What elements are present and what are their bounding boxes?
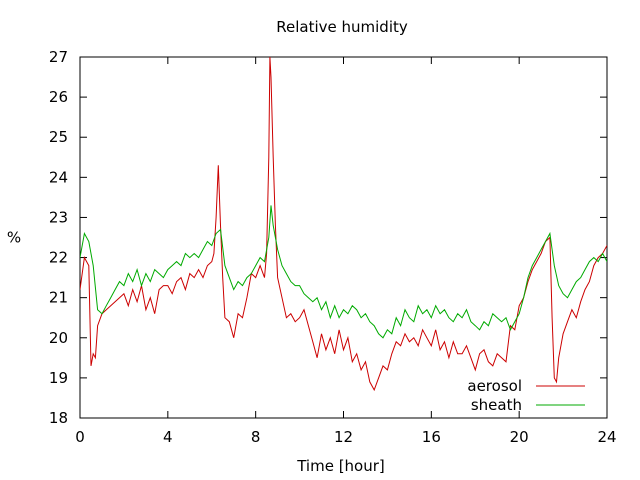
series-line-aerosol	[80, 57, 607, 392]
series-line-sheath	[80, 205, 607, 339]
series-layer	[80, 57, 607, 392]
y-tick-label: 23	[49, 208, 68, 226]
x-tick-label: 4	[163, 428, 173, 446]
plot-frame	[79, 56, 608, 419]
y-tick-label: 20	[49, 329, 68, 347]
x-tick-label: 0	[75, 428, 85, 446]
axis-ticks: 0 4 8 12 16 20 24 18 19 20 21 22 23 24 25 26 27	[49, 48, 617, 446]
y-tick-label: 18	[49, 409, 68, 427]
x-tick-label: 20	[510, 428, 529, 446]
legend-label-aerosol: aerosol	[467, 377, 522, 395]
y-tick-label: 19	[49, 369, 68, 387]
legend-label-sheath: sheath	[471, 396, 522, 414]
x-tick-label: 24	[597, 428, 616, 446]
x-tick-label: 12	[334, 428, 353, 446]
y-axis-label: %	[7, 229, 21, 247]
y-tick-label: 26	[49, 88, 68, 106]
y-tick-label: 25	[49, 128, 68, 146]
x-tick-label: 8	[251, 428, 261, 446]
x-tick-label: 16	[422, 428, 441, 446]
y-tick-label: 27	[49, 48, 68, 66]
chart-title: Relative humidity	[276, 18, 408, 36]
y-tick-label: 21	[49, 289, 68, 307]
y-tick-label: 24	[49, 168, 68, 186]
x-axis-label: Time [hour]	[296, 457, 385, 475]
y-tick-label: 22	[49, 249, 68, 267]
